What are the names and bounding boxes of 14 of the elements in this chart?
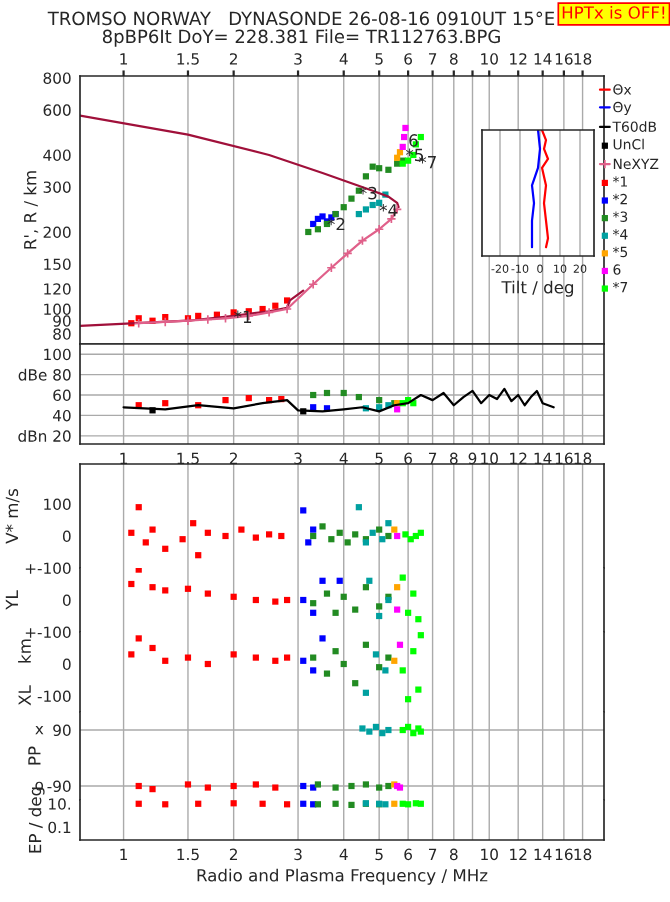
annotation: *2: [327, 217, 345, 231]
x-axis-title: Radio and Plasma Frequency / MHz: [197, 868, 488, 885]
y-axis-title: YL: [5, 590, 18, 610]
text: HPTx is OFF!: [562, 5, 665, 19]
y-axis-title: V* m/s: [5, 489, 20, 544]
chart-subtitle: 8pBP6It DoY= 228.381 File= TR112763.BPG: [102, 29, 500, 47]
annotation: 6: [409, 134, 418, 147]
y-axis-title: PP: [28, 746, 41, 765]
y-axis-title: EP / deg: [28, 787, 45, 853]
x-axis-title: Tilt / deg: [501, 280, 574, 297]
chart-title: TROMSO NORWAY DYNASONDE 26-08-16 0910UT 15°E: [47, 11, 555, 26]
y-axis-title: R', R / km: [23, 171, 39, 249]
annotation: *7: [418, 155, 436, 169]
y-axis-title: XL km: [18, 639, 31, 706]
